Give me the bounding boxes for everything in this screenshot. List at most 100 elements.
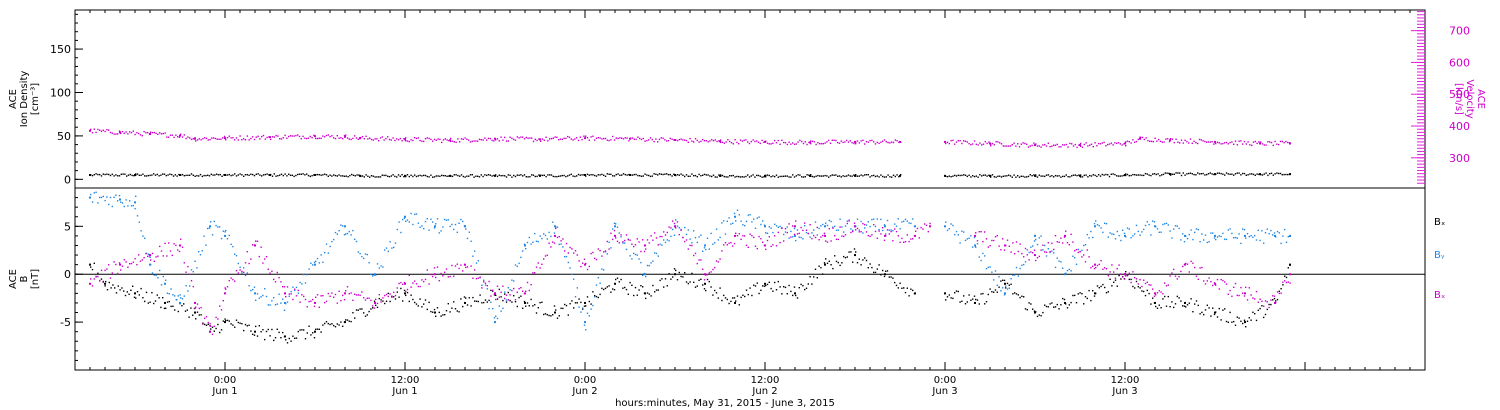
velocity-point: [293, 135, 295, 137]
bz-point: [412, 282, 414, 284]
bx-point: [313, 337, 316, 339]
bx-point: [560, 307, 562, 309]
by-point: [906, 220, 908, 222]
bx-point: [869, 263, 871, 265]
bz-point: [389, 293, 391, 295]
bx-point: [946, 296, 949, 298]
by-point: [706, 237, 709, 239]
by-point: [504, 291, 506, 293]
density-point: [990, 176, 992, 178]
bottom-ytick-label: 0: [64, 268, 71, 281]
velocity-point: [655, 138, 657, 140]
by-point: [858, 229, 860, 231]
bz-point: [922, 228, 924, 230]
velocity-point: [599, 137, 601, 139]
by-point: [957, 234, 959, 236]
by-point: [456, 231, 458, 233]
density-point: [1258, 173, 1260, 176]
velocity-point: [1206, 141, 1208, 143]
bz-point: [565, 242, 568, 245]
velocity-point: [896, 140, 898, 142]
by-point: [185, 285, 187, 287]
density-point: [1117, 175, 1120, 177]
bz-point: [680, 229, 682, 231]
by-point: [895, 225, 898, 227]
bx-point: [1038, 314, 1040, 316]
by-point: [368, 262, 370, 264]
velocity-point: [1165, 138, 1167, 140]
velocity-point: [138, 132, 140, 135]
by-point: [846, 220, 848, 222]
bx-point: [225, 319, 227, 322]
velocity-point: [129, 131, 131, 133]
density-point: [828, 176, 830, 178]
by-point: [496, 317, 499, 320]
bz-point: [603, 251, 605, 253]
velocity-point: [741, 140, 743, 142]
by-point: [1005, 285, 1007, 287]
velocity-point: [406, 140, 409, 142]
velocity-point: [684, 139, 686, 141]
xtick-time-label: 12:00: [391, 375, 420, 386]
bx-point: [1254, 313, 1256, 315]
bx-point: [1141, 290, 1143, 292]
bz-point: [402, 283, 404, 285]
bx-point: [955, 290, 958, 292]
density-point: [858, 175, 860, 177]
velocity-point: [714, 139, 716, 141]
bz-point: [595, 258, 598, 261]
bz-point: [856, 227, 859, 230]
velocity-point: [216, 138, 218, 140]
bz-point: [90, 278, 92, 280]
density-point: [813, 176, 815, 178]
density-point: [666, 173, 668, 175]
bz-point: [1096, 264, 1099, 267]
bz-point: [294, 288, 296, 290]
bz-point: [343, 299, 346, 301]
density-point: [352, 174, 355, 176]
density-point: [406, 174, 409, 176]
density-point: [961, 174, 963, 177]
density-point: [613, 175, 616, 177]
by-point: [355, 240, 358, 243]
bx-point: [91, 268, 94, 271]
density-point: [1033, 174, 1035, 176]
bz-point: [682, 236, 684, 239]
bz-point: [825, 240, 827, 242]
density-point: [802, 176, 805, 178]
bx-point: [1005, 287, 1007, 289]
density-point: [401, 174, 403, 176]
bz-point: [985, 238, 988, 240]
density-point: [660, 173, 662, 175]
bz-data-point: [764, 244, 766, 247]
velocity-point: [833, 139, 835, 141]
bz-point: [832, 227, 834, 229]
bx-point: [376, 306, 379, 308]
by-point: [578, 306, 580, 308]
bx-point: [389, 300, 391, 303]
bz-point: [518, 288, 520, 290]
density-point: [142, 173, 144, 175]
velocity-point: [471, 140, 473, 143]
bz-point: [1180, 270, 1182, 273]
velocity-point: [1220, 143, 1222, 145]
density-point: [221, 175, 223, 177]
bz-data-point: [1064, 234, 1066, 237]
bz-point: [775, 245, 778, 247]
bz-point: [592, 251, 594, 254]
bx-point: [763, 285, 766, 287]
density-point: [266, 173, 268, 175]
bz-point: [410, 286, 412, 288]
velocity-point: [306, 137, 308, 140]
density-point: [646, 174, 648, 176]
velocity-point: [365, 135, 367, 137]
velocity-point: [1229, 141, 1231, 144]
velocity-point: [1081, 146, 1084, 148]
density-point: [396, 176, 398, 178]
velocity-point: [1278, 143, 1280, 146]
velocity-point: [502, 139, 504, 141]
velocity-point: [209, 138, 211, 141]
by-point: [762, 220, 764, 222]
by-point: [822, 223, 824, 226]
by-point: [288, 295, 290, 297]
